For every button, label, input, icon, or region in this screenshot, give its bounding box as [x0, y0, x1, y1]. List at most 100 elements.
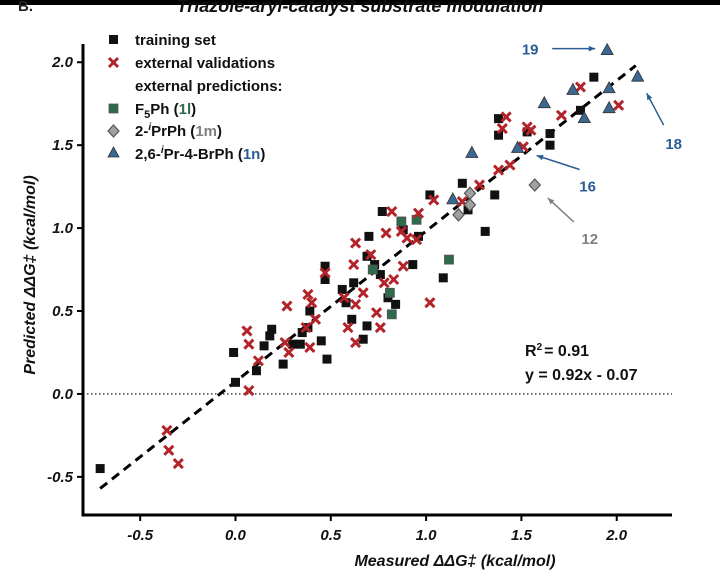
data-point-validation: [243, 338, 255, 350]
data-point-validation: [309, 313, 322, 325]
x-stroke: [555, 109, 568, 121]
data-point-validation: [302, 288, 314, 300]
x-stroke: [378, 277, 390, 289]
x-stroke: [342, 322, 354, 334]
x-stroke: [574, 81, 587, 93]
data-point-training: [377, 207, 387, 217]
x-stroke: [365, 249, 377, 261]
data-point-brph: [537, 95, 551, 109]
data-point-training: [364, 231, 374, 241]
x-stroke: [456, 195, 468, 208]
data-point-training: [347, 314, 357, 324]
arrowhead-icon: [547, 197, 555, 205]
data-point-validation: [319, 267, 331, 279]
data-point-validation: [397, 260, 409, 272]
x-stroke: [613, 99, 625, 111]
data-point-validation: [350, 298, 362, 310]
data-point-training: [362, 251, 372, 261]
x-stroke: [241, 325, 253, 337]
data-point-validation: [161, 424, 173, 436]
x-stroke: [302, 288, 314, 300]
data-point-validation: [504, 159, 516, 171]
x-stroke: [350, 237, 362, 249]
chart-title: Triazole-aryl-catalyst substrate modulat…: [176, 0, 544, 16]
x-tick-label: -0.5: [127, 527, 154, 544]
data-point-training: [408, 260, 418, 270]
data-point-validation: [388, 273, 400, 286]
x-stroke: [172, 458, 184, 470]
data-point-training: [322, 354, 332, 364]
x-stroke: [252, 355, 264, 367]
data-point-validation: [348, 259, 360, 271]
data-point-training: [358, 334, 368, 344]
x-stroke: [243, 385, 255, 397]
data-point-brph: [602, 100, 616, 114]
data-point-brph: [465, 145, 479, 158]
data-point-validation: [411, 234, 423, 246]
data-point-training: [288, 339, 298, 349]
data-point-validation: [370, 307, 383, 319]
data-point-iprph: [463, 197, 477, 212]
data-point-training: [589, 72, 599, 82]
x-stroke: [304, 341, 316, 354]
data-point-training: [457, 178, 467, 188]
y-axis-label: Predicted ΔΔG‡ (kcal/mol): [22, 175, 39, 374]
data-point-validation: [428, 194, 440, 206]
x-tick-label: 1.5: [511, 527, 533, 544]
data-point-validation: [525, 124, 537, 136]
data-point-training: [295, 339, 305, 349]
x-stroke: [397, 260, 409, 272]
data-point-training: [375, 270, 385, 280]
legend-marker-iprph: [107, 124, 120, 138]
x-stroke: [348, 259, 360, 271]
data-point-training: [320, 261, 330, 271]
data-point-validation: [163, 444, 175, 456]
data-point-validation: [357, 287, 369, 299]
r-squared: R2 = 0.91: [525, 342, 589, 360]
data-point-f5ph: [367, 264, 378, 275]
data-point-training: [265, 331, 275, 341]
x-stroke: [357, 287, 369, 299]
x-stroke: [306, 297, 318, 309]
data-point-training: [391, 299, 401, 309]
annotation-label: 18: [665, 136, 682, 153]
x-stroke: [473, 179, 486, 191]
data-point-brph: [566, 82, 580, 95]
annotation-label: 12: [581, 231, 598, 248]
data-point-training: [576, 105, 586, 115]
data-point-training: [463, 205, 473, 215]
x-stroke: [279, 336, 291, 349]
x-stroke: [350, 298, 362, 310]
data-point-training: [494, 114, 504, 124]
data-point-validation: [279, 336, 291, 349]
data-point-training: [95, 464, 105, 474]
x-stroke: [504, 159, 516, 171]
data-point-validation: [283, 346, 295, 359]
data-point-validation: [500, 111, 512, 123]
x-stroke: [411, 234, 423, 246]
data-point-training: [349, 278, 359, 288]
legend-label-f5ph: F5Ph (1l): [135, 101, 196, 121]
legend-marker-training: [109, 35, 118, 44]
data-point-training: [490, 190, 500, 200]
data-point-training: [522, 127, 532, 137]
data-point-validation: [365, 249, 377, 261]
x-stroke: [243, 338, 255, 350]
x-tick-label: 0.0: [225, 527, 247, 544]
data-point-validation: [424, 297, 436, 309]
legend-predictions-header: external predictions:: [135, 78, 283, 95]
data-point-iprph: [452, 207, 465, 222]
data-point-validation: [574, 81, 587, 93]
x-stroke: [161, 424, 173, 436]
data-point-validation: [241, 325, 253, 337]
x-tick-label: 2.0: [605, 527, 628, 544]
legend-marker-validation: [107, 56, 120, 69]
data-point-f5ph: [444, 254, 454, 265]
data-point-validation: [613, 99, 625, 111]
data-point-validation: [304, 341, 316, 354]
data-point-validation: [300, 322, 312, 334]
panel-label: B.: [18, 0, 33, 15]
data-point-validation: [555, 109, 568, 121]
annotation-arrow: [536, 154, 580, 171]
